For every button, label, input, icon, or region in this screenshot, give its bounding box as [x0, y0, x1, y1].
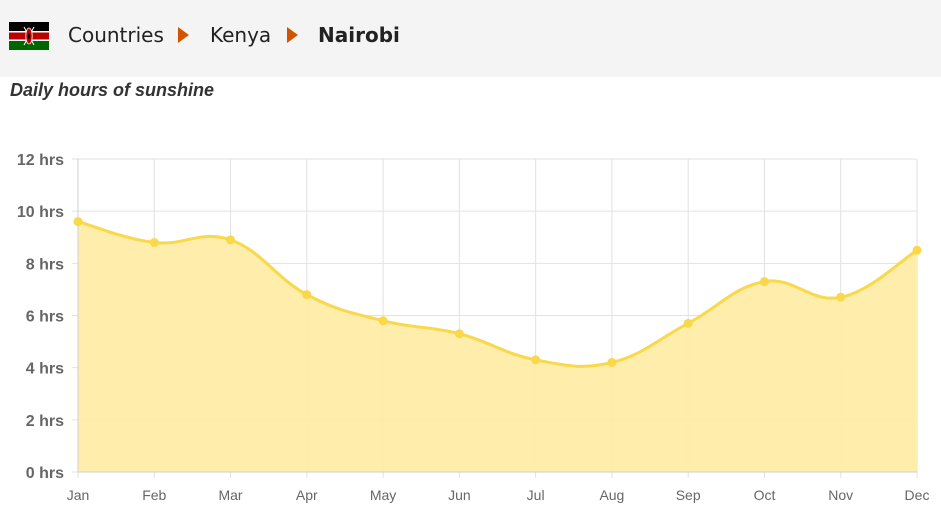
sunshine-area-fill	[78, 221, 917, 472]
data-point-nov[interactable]	[836, 292, 846, 302]
chart-title: Daily hours of sunshine	[10, 80, 215, 100]
data-point-may[interactable]	[378, 316, 388, 326]
y-tick-label: 0 hrs	[26, 465, 64, 482]
y-tick-label: 12 hrs	[17, 152, 64, 169]
x-tick-label: Mar	[218, 487, 242, 503]
breadcrumb-separator-icon	[178, 27, 189, 43]
data-point-dec[interactable]	[912, 245, 922, 255]
chart-axes: 0 hrs 2 hrs 4 hrs 6 hrs 8 hrs 10 hrs 12 hrs Jan…	[17, 152, 930, 503]
breadcrumb-nairobi: Nairobi	[318, 23, 400, 47]
y-tick-label: 6 hrs	[26, 309, 64, 326]
data-point-jun[interactable]	[454, 329, 464, 339]
data-point-sep[interactable]	[683, 318, 693, 328]
y-tick-label: 4 hrs	[26, 361, 64, 378]
x-tick-label: Sep	[676, 487, 701, 503]
y-tick-label: 10 hrs	[17, 204, 64, 221]
x-tick-label: Dec	[905, 487, 930, 503]
chart-area	[77, 220, 918, 472]
x-tick-label: Jun	[448, 487, 471, 503]
x-tick-label: Apr	[296, 487, 318, 503]
y-tick-label: 8 hrs	[26, 256, 64, 273]
y-tick-label: 2 hrs	[26, 413, 64, 430]
breadcrumb-kenya[interactable]: Kenya	[210, 23, 272, 47]
x-tick-label: Feb	[142, 487, 166, 503]
x-tick-label: Oct	[754, 487, 776, 503]
data-point-apr[interactable]	[302, 290, 312, 300]
data-point-feb[interactable]	[149, 237, 159, 247]
x-tick-label: Jan	[67, 487, 90, 503]
x-tick-label: May	[370, 487, 396, 503]
data-point-oct[interactable]	[759, 277, 769, 287]
data-point-jul[interactable]	[531, 355, 541, 365]
data-point-jan[interactable]	[73, 217, 83, 227]
kenya-flag-icon	[9, 22, 49, 50]
x-tick-label: Jul	[527, 487, 545, 503]
chart-points	[73, 217, 922, 367]
data-point-mar[interactable]	[226, 235, 236, 245]
x-tick-label: Aug	[599, 487, 624, 503]
breadcrumb-countries[interactable]: Countries	[68, 23, 164, 47]
x-tick-label: Nov	[828, 487, 853, 503]
sunshine-series-line	[77, 220, 918, 368]
breadcrumb-separator-icon	[287, 27, 298, 43]
data-point-aug[interactable]	[607, 357, 617, 367]
header-bar: Countries Kenya Nairobi	[0, 0, 941, 77]
